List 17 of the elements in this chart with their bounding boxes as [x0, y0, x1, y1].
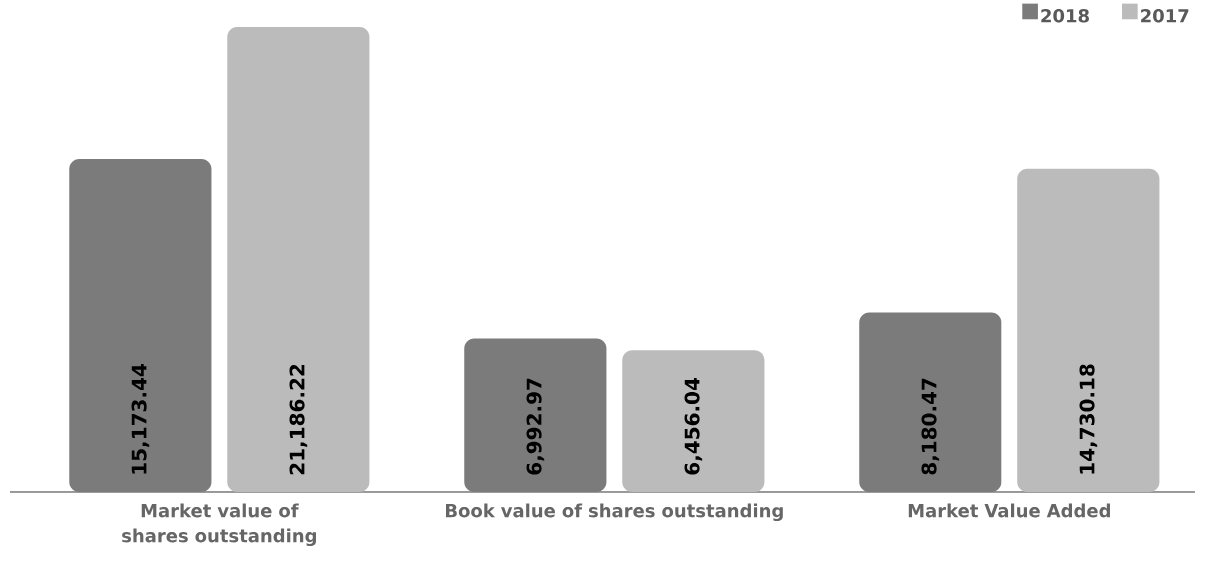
legend-label: 2018 [1041, 8, 1089, 23]
x-tick-label: Market Value Added [908, 503, 1110, 518]
bar [859, 312, 1002, 492]
bar [622, 350, 765, 492]
data-label: 6,992.97 [526, 378, 545, 475]
bar [1017, 168, 1160, 492]
legend-label: 2017 [1141, 8, 1189, 23]
x-tick-label: Book value of shares outstanding [446, 503, 783, 522]
data-label: 6,456.04 [684, 377, 703, 475]
data-label: 8,180.47 [921, 378, 940, 475]
x-tick-label: Market value of shares outstanding [122, 503, 316, 547]
bar [69, 158, 212, 492]
bar [227, 26, 370, 492]
bar [464, 338, 607, 492]
data-label: 15,173.44 [131, 364, 150, 474]
data-label: 21,186.22 [289, 364, 308, 475]
data-label: 14,730.18 [1079, 364, 1098, 474]
